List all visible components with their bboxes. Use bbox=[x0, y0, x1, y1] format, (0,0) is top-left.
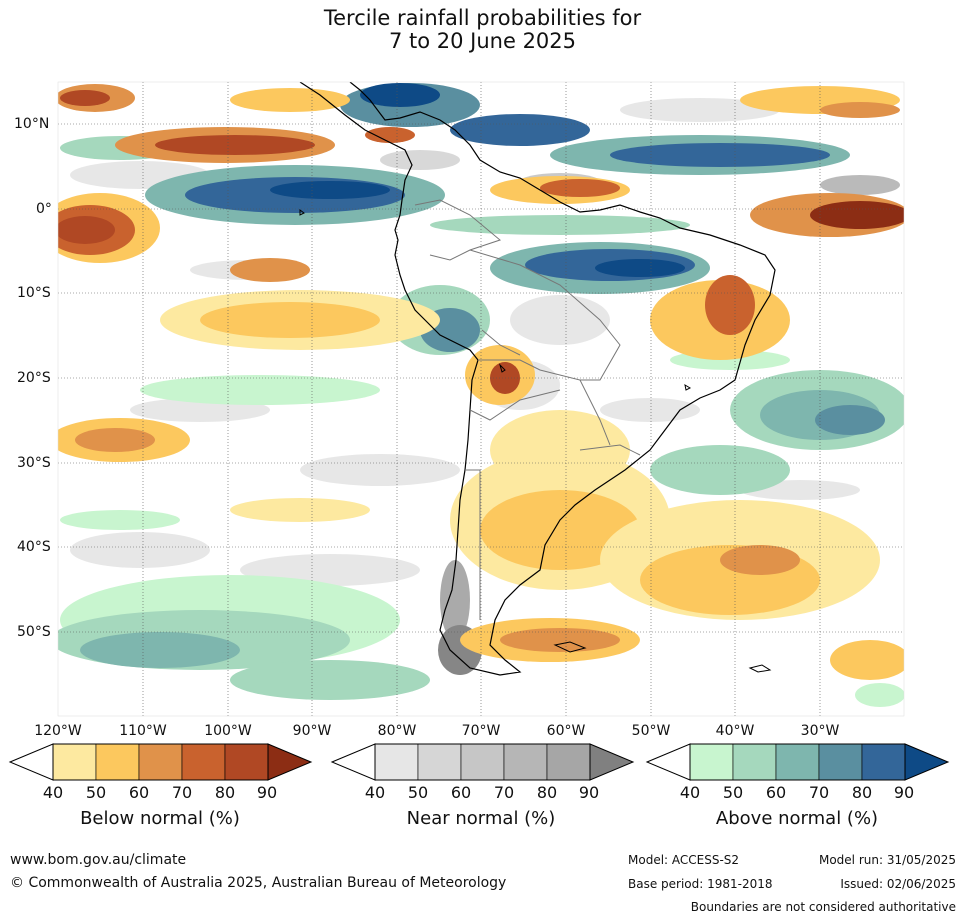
map-title-line2: 7 to 20 June 2025 bbox=[388, 29, 577, 53]
lat-label: 40°S bbox=[17, 539, 51, 555]
colorbar-segment bbox=[224, 743, 269, 781]
colorbar-white-arrow bbox=[330, 743, 376, 781]
boundaries-disclaimer: Boundaries are not considered authoritat… bbox=[690, 900, 956, 914]
colorbar-segment bbox=[775, 743, 820, 781]
islands bbox=[299, 209, 772, 673]
colorbar-segment bbox=[138, 743, 183, 781]
colorbar-end-arrow bbox=[904, 743, 950, 781]
colorbar-tick: 40 bbox=[42, 783, 64, 802]
lat-label: 20°S bbox=[17, 370, 51, 386]
colorbar-segment bbox=[181, 743, 226, 781]
above-normal-colorbar bbox=[645, 743, 950, 781]
colorbar-segment bbox=[689, 743, 734, 781]
colorbar-segment bbox=[861, 743, 906, 781]
lon-label: 50°W bbox=[631, 723, 671, 739]
lon-label: 80°W bbox=[377, 723, 417, 739]
map-title-line1: Tercile rainfall probabilities for bbox=[323, 6, 642, 30]
colorbar-segment bbox=[503, 743, 548, 781]
colorbar-tick: 40 bbox=[364, 783, 386, 802]
above-normal-title: Above normal (%) bbox=[715, 808, 879, 829]
lon-label: 120°W bbox=[34, 723, 82, 739]
colorbar-end-arrow bbox=[267, 743, 313, 781]
lat-label: 50°S bbox=[17, 624, 51, 640]
map-area bbox=[58, 82, 904, 716]
lon-label: 110°W bbox=[119, 723, 167, 739]
colorbar-tick: 90 bbox=[893, 783, 915, 802]
colorbar-tick: 90 bbox=[578, 783, 600, 802]
colorbar-tick: 70 bbox=[493, 783, 515, 802]
colorbar-segment bbox=[417, 743, 462, 781]
colorbar-tick: 60 bbox=[450, 783, 472, 802]
colorbar-tick: 90 bbox=[256, 783, 278, 802]
colorbar-segment bbox=[52, 743, 97, 781]
base-period: Base period: 1981-2018 bbox=[628, 877, 773, 891]
colorbar-segment bbox=[546, 743, 591, 781]
colorbar-tick: 80 bbox=[536, 783, 558, 802]
colorbar-white-arrow bbox=[645, 743, 691, 781]
copyright-text: © Commonwealth of Australia 2025, Austra… bbox=[10, 875, 507, 891]
colorbar-segment bbox=[95, 743, 140, 781]
lat-label: 30°S bbox=[17, 455, 51, 471]
colorbar-tick: 50 bbox=[85, 783, 107, 802]
below-normal-title: Below normal (%) bbox=[80, 808, 240, 829]
colorbar-tick: 80 bbox=[851, 783, 873, 802]
above-normal-shading bbox=[58, 83, 904, 707]
colorbar-tick: 80 bbox=[214, 783, 236, 802]
lon-label: 40°W bbox=[715, 723, 755, 739]
near-normal-title: Near normal (%) bbox=[406, 808, 556, 829]
colorbar-segment bbox=[374, 743, 419, 781]
country-borders bbox=[414, 199, 641, 620]
lon-label: 100°W bbox=[204, 723, 252, 739]
colorbar-tick: 60 bbox=[128, 783, 150, 802]
lat-label: 0° bbox=[36, 201, 52, 217]
colorbar-tick: 50 bbox=[407, 783, 429, 802]
model-name: Model: ACCESS-S2 bbox=[628, 853, 740, 867]
lon-label: 60°W bbox=[546, 723, 586, 739]
lon-label: 70°W bbox=[461, 723, 501, 739]
below-normal-colorbar bbox=[8, 743, 313, 781]
model-run-date: Model run: 31/05/2025 bbox=[818, 853, 956, 867]
website-link[interactable]: www.bom.gov.au/climate bbox=[10, 852, 187, 868]
colorbar-segment bbox=[460, 743, 505, 781]
lat-label: 10°S bbox=[17, 285, 51, 301]
colorbar-end-arrow bbox=[589, 743, 635, 781]
lat-label: 10°N bbox=[14, 116, 50, 132]
south-america-coastline bbox=[299, 82, 776, 676]
colorbar-tick: 60 bbox=[765, 783, 787, 802]
map-frame bbox=[57, 81, 905, 717]
colorbar-tick: 50 bbox=[722, 783, 744, 802]
colorbar-segment bbox=[732, 743, 777, 781]
lon-label: 30°W bbox=[800, 723, 840, 739]
map-gridlines bbox=[58, 82, 904, 716]
colorbar-tick: 70 bbox=[808, 783, 830, 802]
lon-label: 90°W bbox=[292, 723, 332, 739]
colorbar-white-arrow bbox=[8, 743, 54, 781]
colorbar-tick: 70 bbox=[171, 783, 193, 802]
near-normal-colorbar bbox=[330, 743, 635, 781]
colorbar-segment bbox=[818, 743, 863, 781]
issued-date: Issued: 02/06/2025 bbox=[840, 877, 956, 891]
colorbar-tick: 40 bbox=[679, 783, 701, 802]
